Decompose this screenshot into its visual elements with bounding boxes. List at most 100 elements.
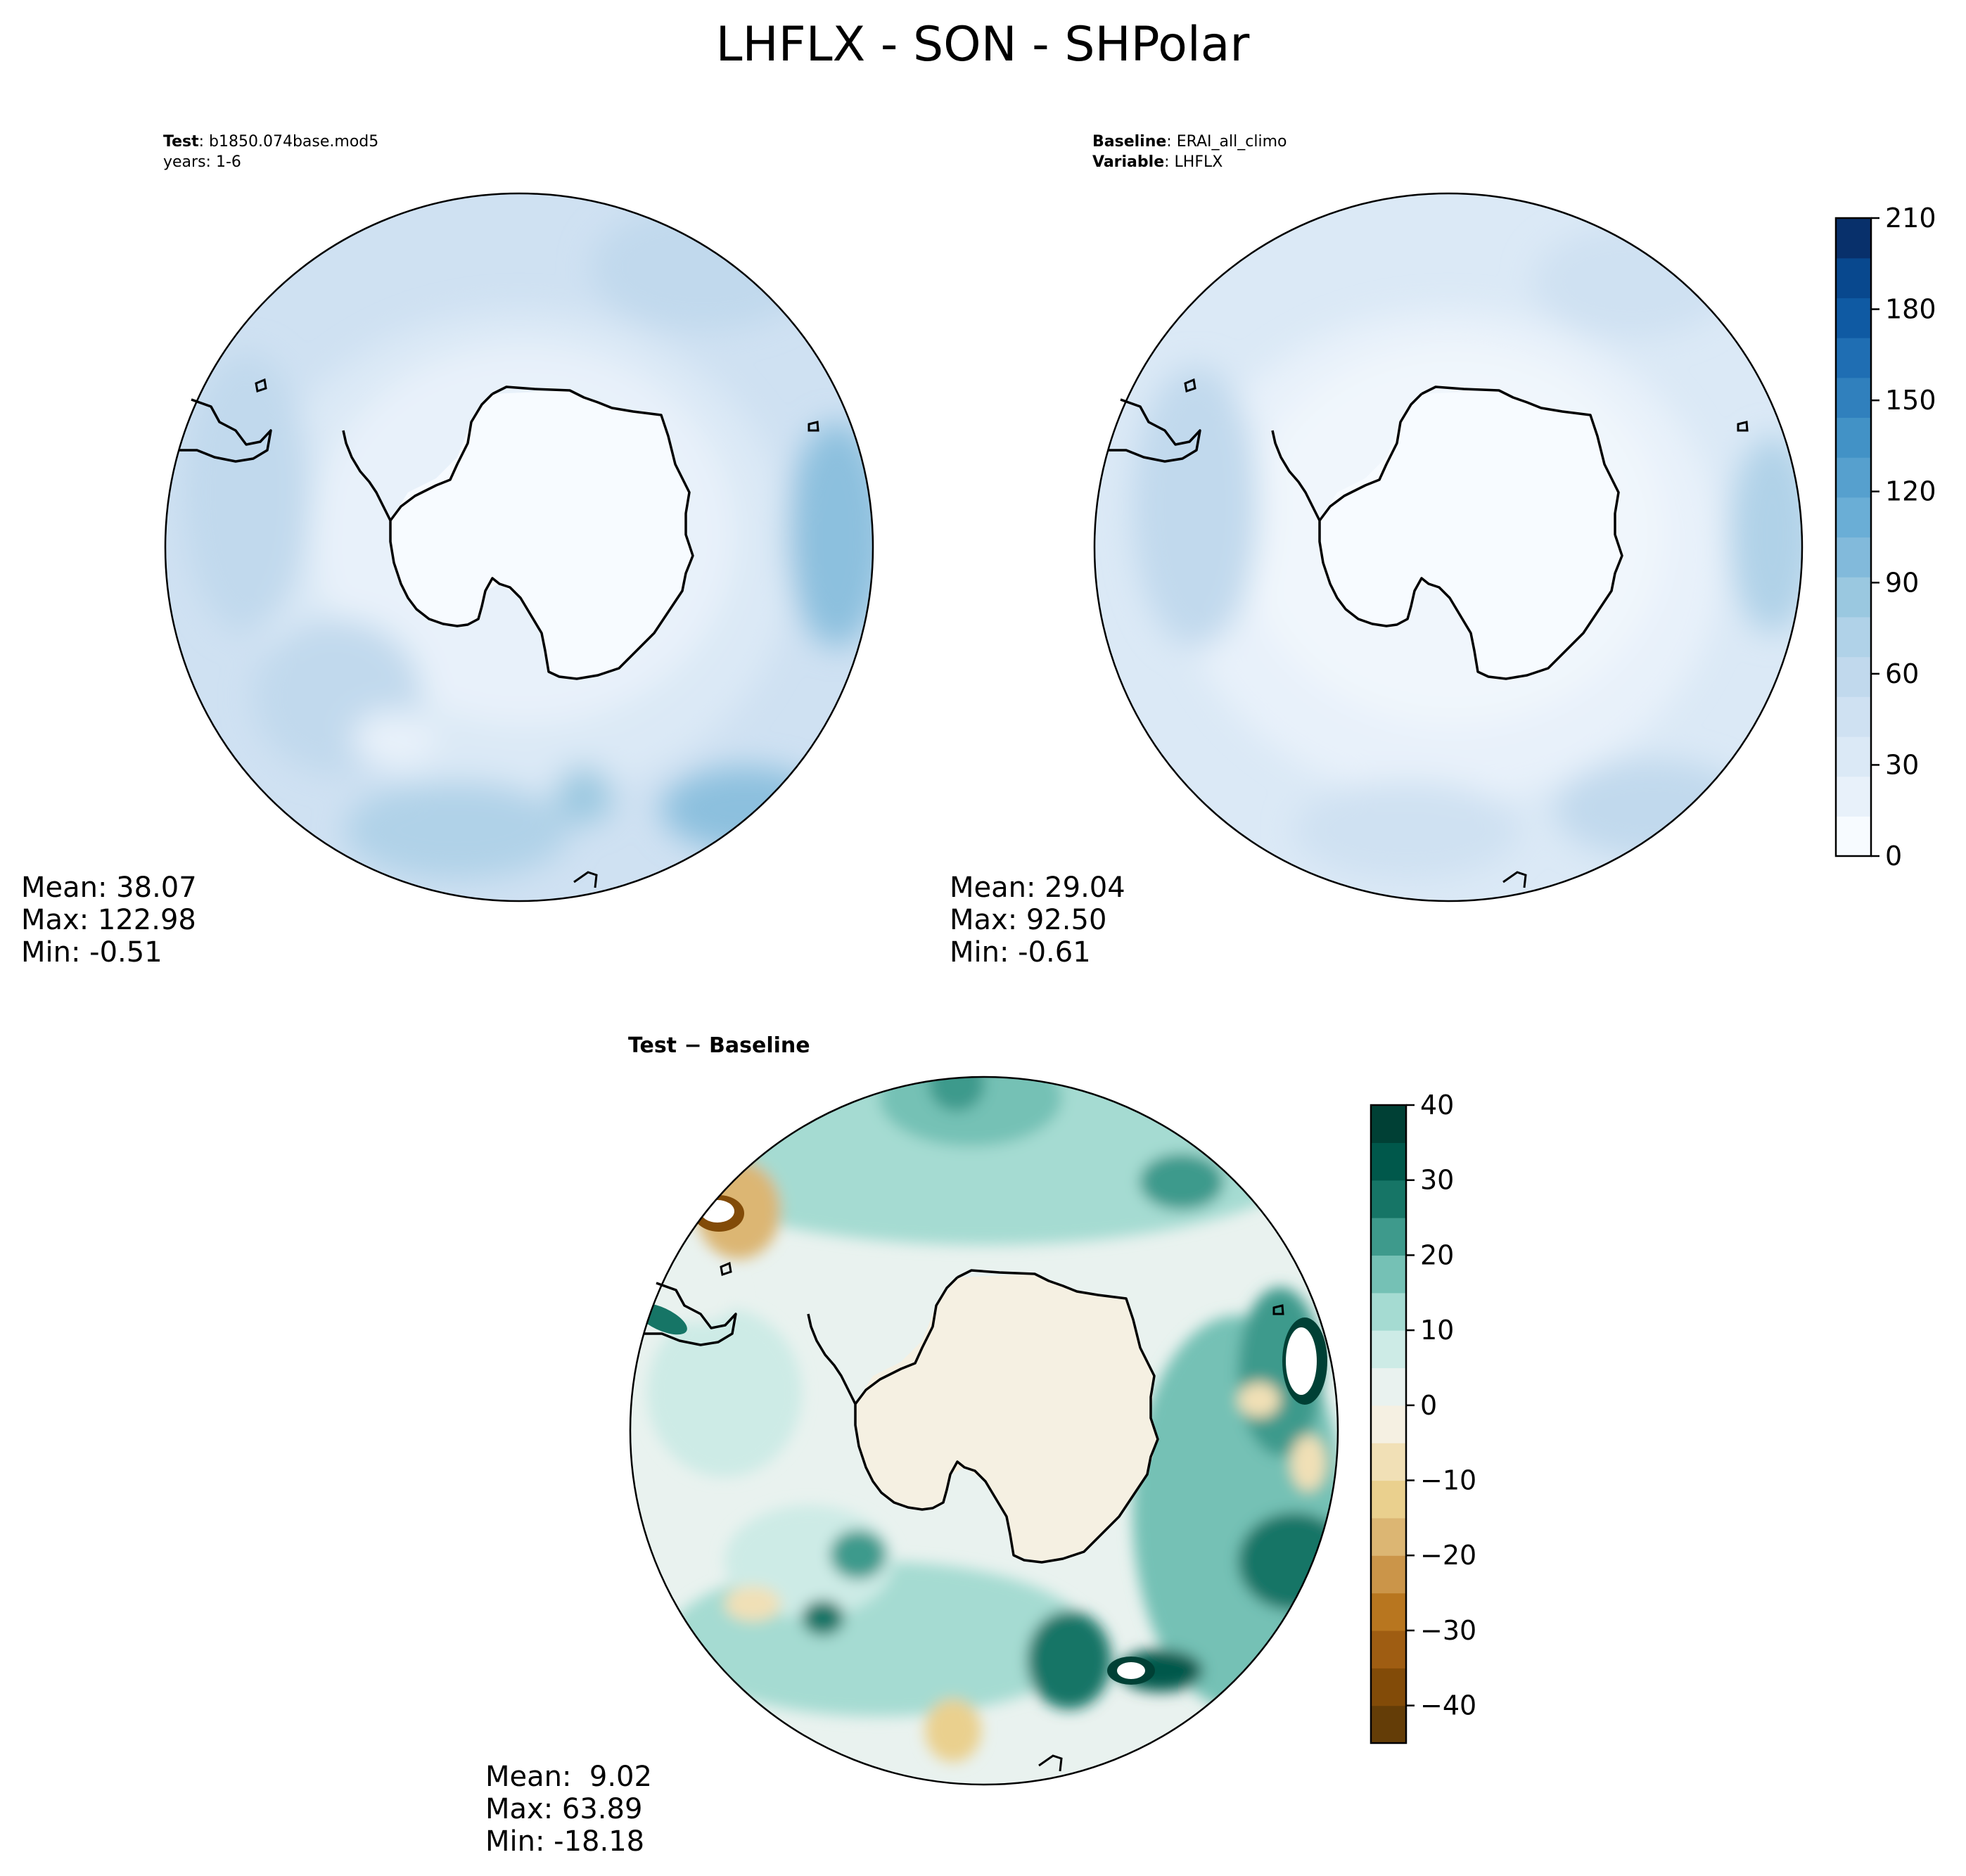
test-label: Test: b1850.074base.mod5 [163, 133, 378, 151]
test-island-3 [573, 871, 598, 888]
baseline-variable-bold: Variable [1092, 153, 1164, 171]
difference-colorbar-frame [1370, 1104, 1408, 1744]
difference-colorbar-swatch [1371, 1630, 1406, 1668]
difference-colorbar-swatch [1371, 1218, 1406, 1256]
test-max: Max: 122.98 [21, 904, 196, 936]
difference-colorbar-tick-label: 30 [1420, 1165, 1454, 1196]
absolute-colorbar-swatch [1836, 776, 1871, 817]
absolute-colorbar-tick-label: 90 [1885, 567, 1919, 598]
difference-colorbar-tick-label: 10 [1420, 1315, 1454, 1346]
difference-colorbar-tick-label: −20 [1420, 1540, 1476, 1571]
difference-colorbar-tick-label: −30 [1420, 1615, 1476, 1646]
difference-max: Max: 63.89 [485, 1793, 642, 1825]
difference-island-3 [1038, 1754, 1063, 1772]
difference-colorbar-swatch [1371, 1705, 1406, 1744]
difference-label: Test − Baseline [628, 1033, 810, 1058]
difference-colorbar-swatch [1371, 1443, 1406, 1481]
difference-colorbar-swatch [1371, 1105, 1406, 1143]
baseline-variable: Variable: LHFLX [1092, 153, 1223, 171]
absolute-colorbar-swatch [1836, 537, 1871, 578]
difference-island-2 [1272, 1304, 1284, 1315]
baseline-map-border [1093, 192, 1804, 902]
baseline-label: Baseline: ERAI_all_climo [1092, 133, 1287, 151]
difference-colorbar-swatch [1371, 1480, 1406, 1519]
difference-mean: Mean: 9.02 [485, 1761, 652, 1793]
test-island-1 [255, 378, 267, 393]
baseline-map [1094, 193, 1802, 901]
difference-colorbar-tick-label: 0 [1420, 1390, 1437, 1421]
test-label-bold: Test [163, 133, 199, 151]
absolute-colorbar-tick-label: 210 [1885, 203, 1936, 234]
absolute-colorbar-swatch [1836, 298, 1871, 338]
baseline-mean: Mean: 29.04 [950, 872, 1125, 904]
absolute-colorbar-swatch [1836, 338, 1871, 378]
absolute-colorbar-swatch [1836, 816, 1871, 857]
test-map-border [164, 192, 874, 902]
test-mean: Mean: 38.07 [21, 872, 197, 904]
absolute-colorbar-frame [1834, 217, 1872, 857]
baseline-island-2 [1737, 421, 1749, 432]
difference-colorbar-swatch [1371, 1367, 1406, 1406]
baseline-coastline-sam [1109, 398, 1201, 463]
difference-colorbar-swatch [1371, 1405, 1406, 1443]
difference-colorbar-swatch [1371, 1255, 1406, 1294]
baseline-coastline [1271, 385, 1623, 680]
difference-colorbar-ticks: −40 −30 −20 −10 0 10 20 30 40 [1406, 1090, 1476, 1721]
absolute-colorbar-swatch [1836, 457, 1871, 498]
absolute-colorbar: 0 30 60 90 120 150 180 210 [1834, 203, 1936, 872]
absolute-colorbar-swatch [1836, 417, 1871, 458]
baseline-min: Min: -0.61 [950, 936, 1091, 969]
test-panel: Test: b1850.074base.mod5 years: 1-6 [21, 133, 874, 969]
difference-panel: Test − Baseline [485, 1033, 1339, 1858]
difference-map-border [629, 1076, 1339, 1786]
difference-colorbar-swatch [1371, 1142, 1406, 1181]
baseline-label-sep: : [1166, 133, 1176, 151]
difference-colorbar-swatch [1371, 1292, 1406, 1331]
test-label-sep: : [199, 133, 209, 151]
difference-coastline [807, 1269, 1159, 1564]
difference-colorbar-swatch [1371, 1593, 1406, 1631]
difference-colorbar-swatch [1371, 1517, 1406, 1556]
difference-colorbar-swatch [1371, 1555, 1406, 1594]
absolute-colorbar-tick-label: 30 [1885, 749, 1919, 780]
difference-colorbar-tick-label: −40 [1420, 1690, 1476, 1721]
difference-colorbar-swatch [1371, 1668, 1406, 1706]
absolute-colorbar-swatches [1836, 218, 1871, 857]
test-label-value: b1850.074base.mod5 [209, 133, 378, 151]
absolute-colorbar-tick-label: 0 [1885, 841, 1902, 872]
difference-colorbar-tick-label: 40 [1420, 1090, 1454, 1121]
test-coastline-sam [179, 398, 272, 463]
difference-colorbar-swatches [1371, 1105, 1406, 1744]
baseline-island-1 [1184, 378, 1196, 393]
absolute-colorbar-swatch [1836, 218, 1871, 259]
baseline-variable-value: LHFLX [1175, 153, 1223, 171]
absolute-colorbar-swatch [1836, 497, 1871, 538]
absolute-colorbar-tick-label: 120 [1885, 476, 1936, 507]
test-island-2 [808, 421, 819, 432]
baseline-label-bold: Baseline [1092, 133, 1166, 151]
absolute-colorbar-tick-label: 180 [1885, 294, 1936, 325]
difference-colorbar: −40 −30 −20 −10 0 10 20 30 40 [1370, 1090, 1476, 1744]
test-coastline [342, 385, 694, 680]
baseline-island-3 [1502, 871, 1527, 888]
absolute-colorbar-swatch [1836, 696, 1871, 737]
absolute-colorbar-tick-label: 60 [1885, 658, 1919, 689]
test-min: Min: -0.51 [21, 936, 162, 969]
absolute-colorbar-ticks: 0 30 60 90 120 150 180 210 [1871, 203, 1936, 872]
difference-colorbar-swatch [1371, 1330, 1406, 1369]
difference-colorbar-tick-label: −10 [1420, 1465, 1476, 1496]
difference-island-1 [720, 1261, 732, 1276]
absolute-colorbar-swatch [1836, 616, 1871, 658]
difference-coastline-sam [644, 1282, 737, 1346]
absolute-colorbar-swatch [1836, 577, 1871, 618]
baseline-variable-sep: : [1164, 153, 1174, 171]
test-years: years: 1-6 [163, 153, 241, 171]
difference-min: Min: -18.18 [485, 1825, 644, 1858]
baseline-label-value: ERAI_all_climo [1177, 133, 1287, 151]
absolute-colorbar-swatch [1836, 257, 1871, 298]
difference-map [630, 1077, 1338, 1785]
absolute-colorbar-tick-label: 150 [1885, 385, 1936, 416]
figure-title: LHFLX - SON - SHPolar [716, 17, 1250, 72]
absolute-colorbar-swatch [1836, 377, 1871, 419]
